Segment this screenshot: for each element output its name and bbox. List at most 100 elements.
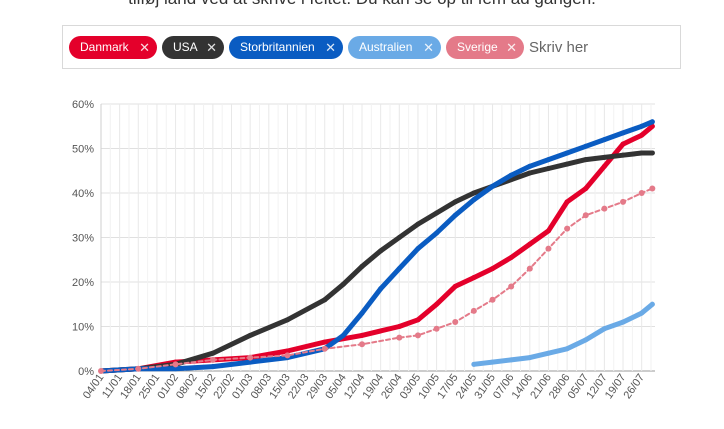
data-point-usa (322, 297, 328, 303)
data-point-usa (564, 161, 570, 167)
data-point-australien (471, 361, 477, 367)
chip-label: Danmark (80, 40, 129, 54)
data-point-storbritannien (508, 172, 514, 178)
data-point-storbritannien (247, 359, 253, 365)
data-point-sverige (321, 345, 328, 352)
data-point-danmark (359, 332, 365, 338)
data-point-sverige (545, 245, 552, 252)
data-point-sverige (396, 334, 403, 341)
data-point-storbritannien (452, 212, 458, 218)
chip-storbritannien[interactable]: Storbritannien ✕ (229, 36, 343, 59)
chip-sverige[interactable]: Sverige ✕ (446, 36, 524, 59)
series-line-sverige (100, 187, 654, 372)
x-tick-label: 26/07 (622, 372, 648, 401)
data-point-storbritannien (649, 119, 655, 125)
data-point-danmark (639, 132, 645, 138)
data-point-australien (564, 346, 570, 352)
data-point-sverige (433, 325, 440, 332)
data-point-australien (639, 310, 645, 316)
data-point-storbritannien (471, 197, 477, 203)
chip-label: USA (173, 40, 198, 54)
data-point-sverige (649, 185, 656, 192)
remove-icon[interactable]: ✕ (206, 40, 217, 55)
data-point-sverige (526, 265, 533, 272)
y-tick-label: 0% (78, 366, 94, 378)
data-point-sverige (247, 354, 254, 361)
data-point-usa (583, 157, 589, 163)
data-point-sverige (564, 225, 571, 232)
data-point-sverige (209, 356, 216, 363)
y-tick-label: 30% (72, 233, 94, 245)
chip-usa[interactable]: USA ✕ (162, 36, 224, 59)
data-point-usa (284, 317, 290, 323)
country-search-input[interactable] (529, 36, 669, 59)
data-point-danmark (322, 339, 328, 345)
data-point-danmark (601, 163, 607, 169)
data-point-sverige (359, 341, 366, 348)
data-point-danmark (620, 141, 626, 147)
data-point-sverige (98, 368, 104, 374)
data-point-storbritannien (396, 266, 402, 272)
data-point-usa (340, 281, 346, 287)
remove-icon[interactable]: ✕ (506, 40, 517, 55)
data-point-sverige (414, 332, 421, 339)
data-point-australien (583, 337, 589, 343)
chart-series (98, 119, 656, 374)
data-point-sverige (470, 307, 477, 314)
data-point-usa (247, 332, 253, 338)
remove-icon[interactable]: ✕ (325, 40, 336, 55)
data-point-usa (545, 166, 551, 172)
chip-danmark[interactable]: Danmark ✕ (69, 36, 157, 59)
data-point-usa (415, 221, 421, 227)
data-point-sverige (172, 361, 179, 368)
chip-label: Sverige (457, 40, 498, 54)
data-point-danmark (415, 317, 421, 323)
data-point-storbritannien (564, 150, 570, 156)
y-tick-label: 40% (72, 188, 94, 200)
data-point-sverige (452, 319, 459, 326)
y-tick-label: 60% (72, 99, 94, 111)
data-point-australien (601, 326, 607, 332)
data-point-storbritannien (434, 230, 440, 236)
data-point-usa (434, 210, 440, 216)
data-point-danmark (490, 266, 496, 272)
data-point-storbritannien (378, 286, 384, 292)
data-point-sverige (489, 296, 496, 303)
data-point-danmark (545, 228, 551, 234)
data-point-usa (359, 263, 365, 269)
data-point-danmark (471, 275, 477, 281)
data-point-storbritannien (359, 310, 365, 316)
data-point-sverige (508, 283, 515, 290)
y-tick-label: 50% (72, 144, 94, 156)
data-point-danmark (396, 324, 402, 329)
series-line-usa (98, 150, 655, 374)
data-point-storbritannien (173, 366, 179, 372)
data-point-australien (490, 359, 496, 365)
data-point-sverige (620, 198, 627, 205)
remove-icon[interactable]: ✕ (139, 40, 150, 55)
y-tick-label: 20% (72, 277, 94, 289)
chart-axes: 0%10%20%30%40%50%60%04/0111/0118/0125/01… (72, 99, 647, 401)
data-point-usa (471, 190, 477, 196)
chip-australien[interactable]: Australien ✕ (348, 36, 441, 59)
data-point-australien (508, 357, 514, 363)
data-point-usa (649, 150, 655, 156)
chip-label: Australien (359, 40, 413, 54)
data-point-usa (639, 150, 645, 156)
data-point-storbritannien (415, 246, 421, 252)
country-selector[interactable]: Danmark ✕ USA ✕ Storbritannien ✕ Austral… (62, 25, 681, 69)
data-point-australien (620, 319, 626, 325)
data-point-storbritannien (583, 143, 589, 149)
data-point-usa (452, 199, 458, 205)
data-point-australien (527, 355, 533, 361)
data-point-storbritannien (490, 183, 496, 189)
remove-icon[interactable]: ✕ (423, 40, 434, 55)
y-tick-label: 10% (72, 322, 94, 334)
data-point-australien (545, 350, 551, 356)
data-point-storbritannien (601, 137, 607, 143)
data-point-danmark (452, 283, 458, 289)
data-point-danmark (583, 186, 589, 192)
data-point-storbritannien (210, 364, 216, 370)
data-point-danmark (564, 199, 570, 205)
